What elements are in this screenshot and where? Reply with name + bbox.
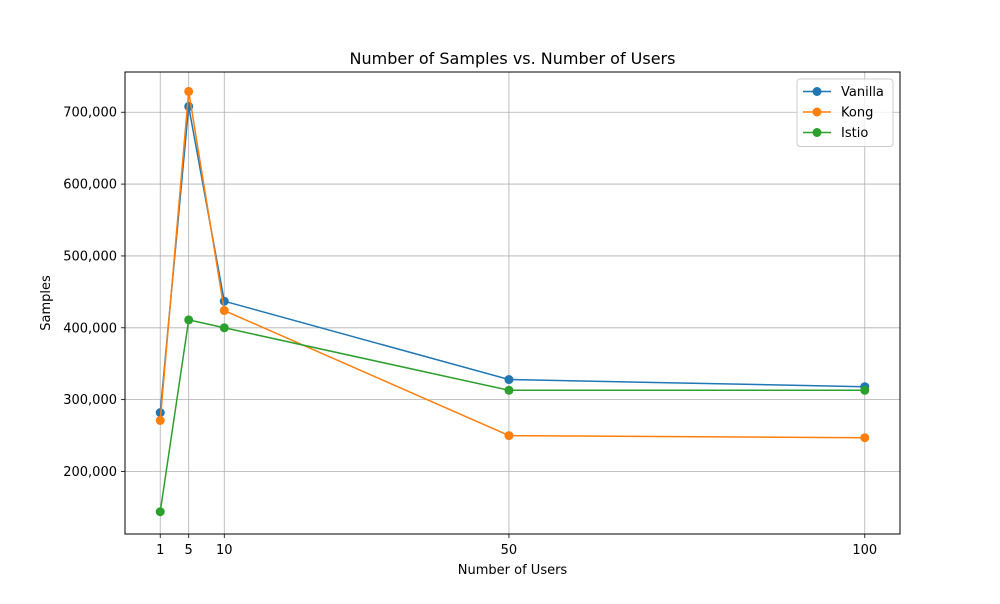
series-istio <box>155 315 870 517</box>
x-axis-label: Number of Users <box>458 563 568 578</box>
y-tick-label: 700,000 <box>63 106 117 121</box>
data-point-kong <box>219 306 229 316</box>
series-line-vanilla <box>159 105 865 413</box>
data-point-kong <box>184 86 194 96</box>
data-point-istio <box>155 507 165 517</box>
data-point-vanilla <box>504 375 514 385</box>
data-point-kong <box>504 431 514 441</box>
data-point-istio <box>504 385 514 395</box>
y-tick-label: 300,000 <box>63 393 117 408</box>
data-point-istio <box>860 385 870 395</box>
legend-swatch-marker <box>812 128 822 137</box>
data-point-vanilla <box>219 296 229 306</box>
data-point-istio <box>219 323 229 333</box>
series-line-istio <box>159 319 865 512</box>
x-tick-label: 50 <box>501 543 518 558</box>
data-point-kong <box>155 415 165 425</box>
legend-label: Vanilla <box>841 85 884 100</box>
chart-title: Number of Samples vs. Number of Users <box>350 49 676 68</box>
legend-swatch-marker <box>812 87 822 96</box>
legend-label: Istio <box>841 126 868 141</box>
grid-layer <box>125 72 900 534</box>
x-tick-label: 5 <box>185 543 193 558</box>
series-vanilla <box>155 101 870 418</box>
legend-entry-istio: Istio <box>803 126 868 141</box>
y-axis-label: Samples <box>39 275 54 331</box>
legend-label: Kong <box>841 106 873 121</box>
y-tick-label: 600,000 <box>63 178 117 193</box>
legend-swatch-marker <box>812 107 822 117</box>
data-point-istio <box>184 315 194 325</box>
legend: Vanilla Kong Istio <box>796 78 894 147</box>
plot-frame <box>124 71 901 535</box>
tick-layer: 1 5 10 50 100 200,000 300,000 400,000 500,000 600… <box>63 106 877 558</box>
y-tick-label: 500,000 <box>63 249 117 264</box>
series-kong <box>155 86 870 443</box>
series-layer <box>155 86 870 517</box>
x-tick-label: 10 <box>216 543 233 558</box>
data-point-kong <box>860 433 870 443</box>
legend-box <box>796 78 894 147</box>
legend-entry-vanilla: Vanilla <box>803 85 884 100</box>
x-tick-label: 1 <box>156 543 164 558</box>
legend-entry-kong: Kong <box>803 106 873 121</box>
y-tick-label: 200,000 <box>63 465 117 480</box>
y-tick-label: 400,000 <box>63 321 117 336</box>
x-tick-label: 100 <box>852 543 877 558</box>
series-line-kong <box>159 90 865 439</box>
